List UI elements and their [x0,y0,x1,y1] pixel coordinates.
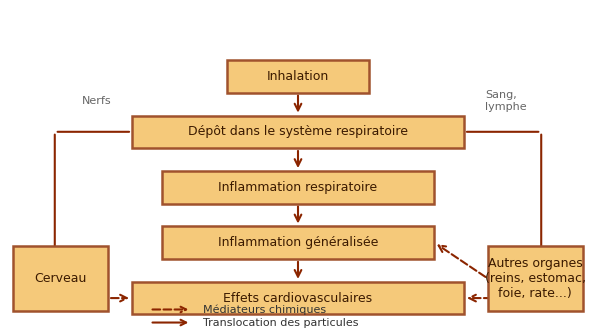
Text: Translocation des particules: Translocation des particules [203,317,359,328]
FancyBboxPatch shape [132,282,464,314]
Text: Effets cardiovasculaires: Effets cardiovasculaires [223,292,373,305]
Text: Inflammation généralisée: Inflammation généralisée [218,236,378,249]
FancyBboxPatch shape [13,246,108,311]
FancyBboxPatch shape [488,246,583,311]
Text: Dépôt dans le système respiratoire: Dépôt dans le système respiratoire [188,125,408,138]
FancyBboxPatch shape [132,115,464,148]
Text: Nerfs: Nerfs [82,96,111,106]
Text: Autres organes
(reins, estomac,
foie, rate...): Autres organes (reins, estomac, foie, ra… [485,257,586,300]
Text: Sang,
lymphe: Sang, lymphe [485,90,526,112]
FancyBboxPatch shape [161,171,434,204]
Text: Inflammation respiratoire: Inflammation respiratoire [218,181,377,194]
Text: Médiateurs chimiques: Médiateurs chimiques [203,304,326,315]
Text: Inhalation: Inhalation [267,70,329,83]
FancyBboxPatch shape [227,60,369,93]
FancyBboxPatch shape [161,226,434,259]
Text: Cerveau: Cerveau [35,272,87,285]
